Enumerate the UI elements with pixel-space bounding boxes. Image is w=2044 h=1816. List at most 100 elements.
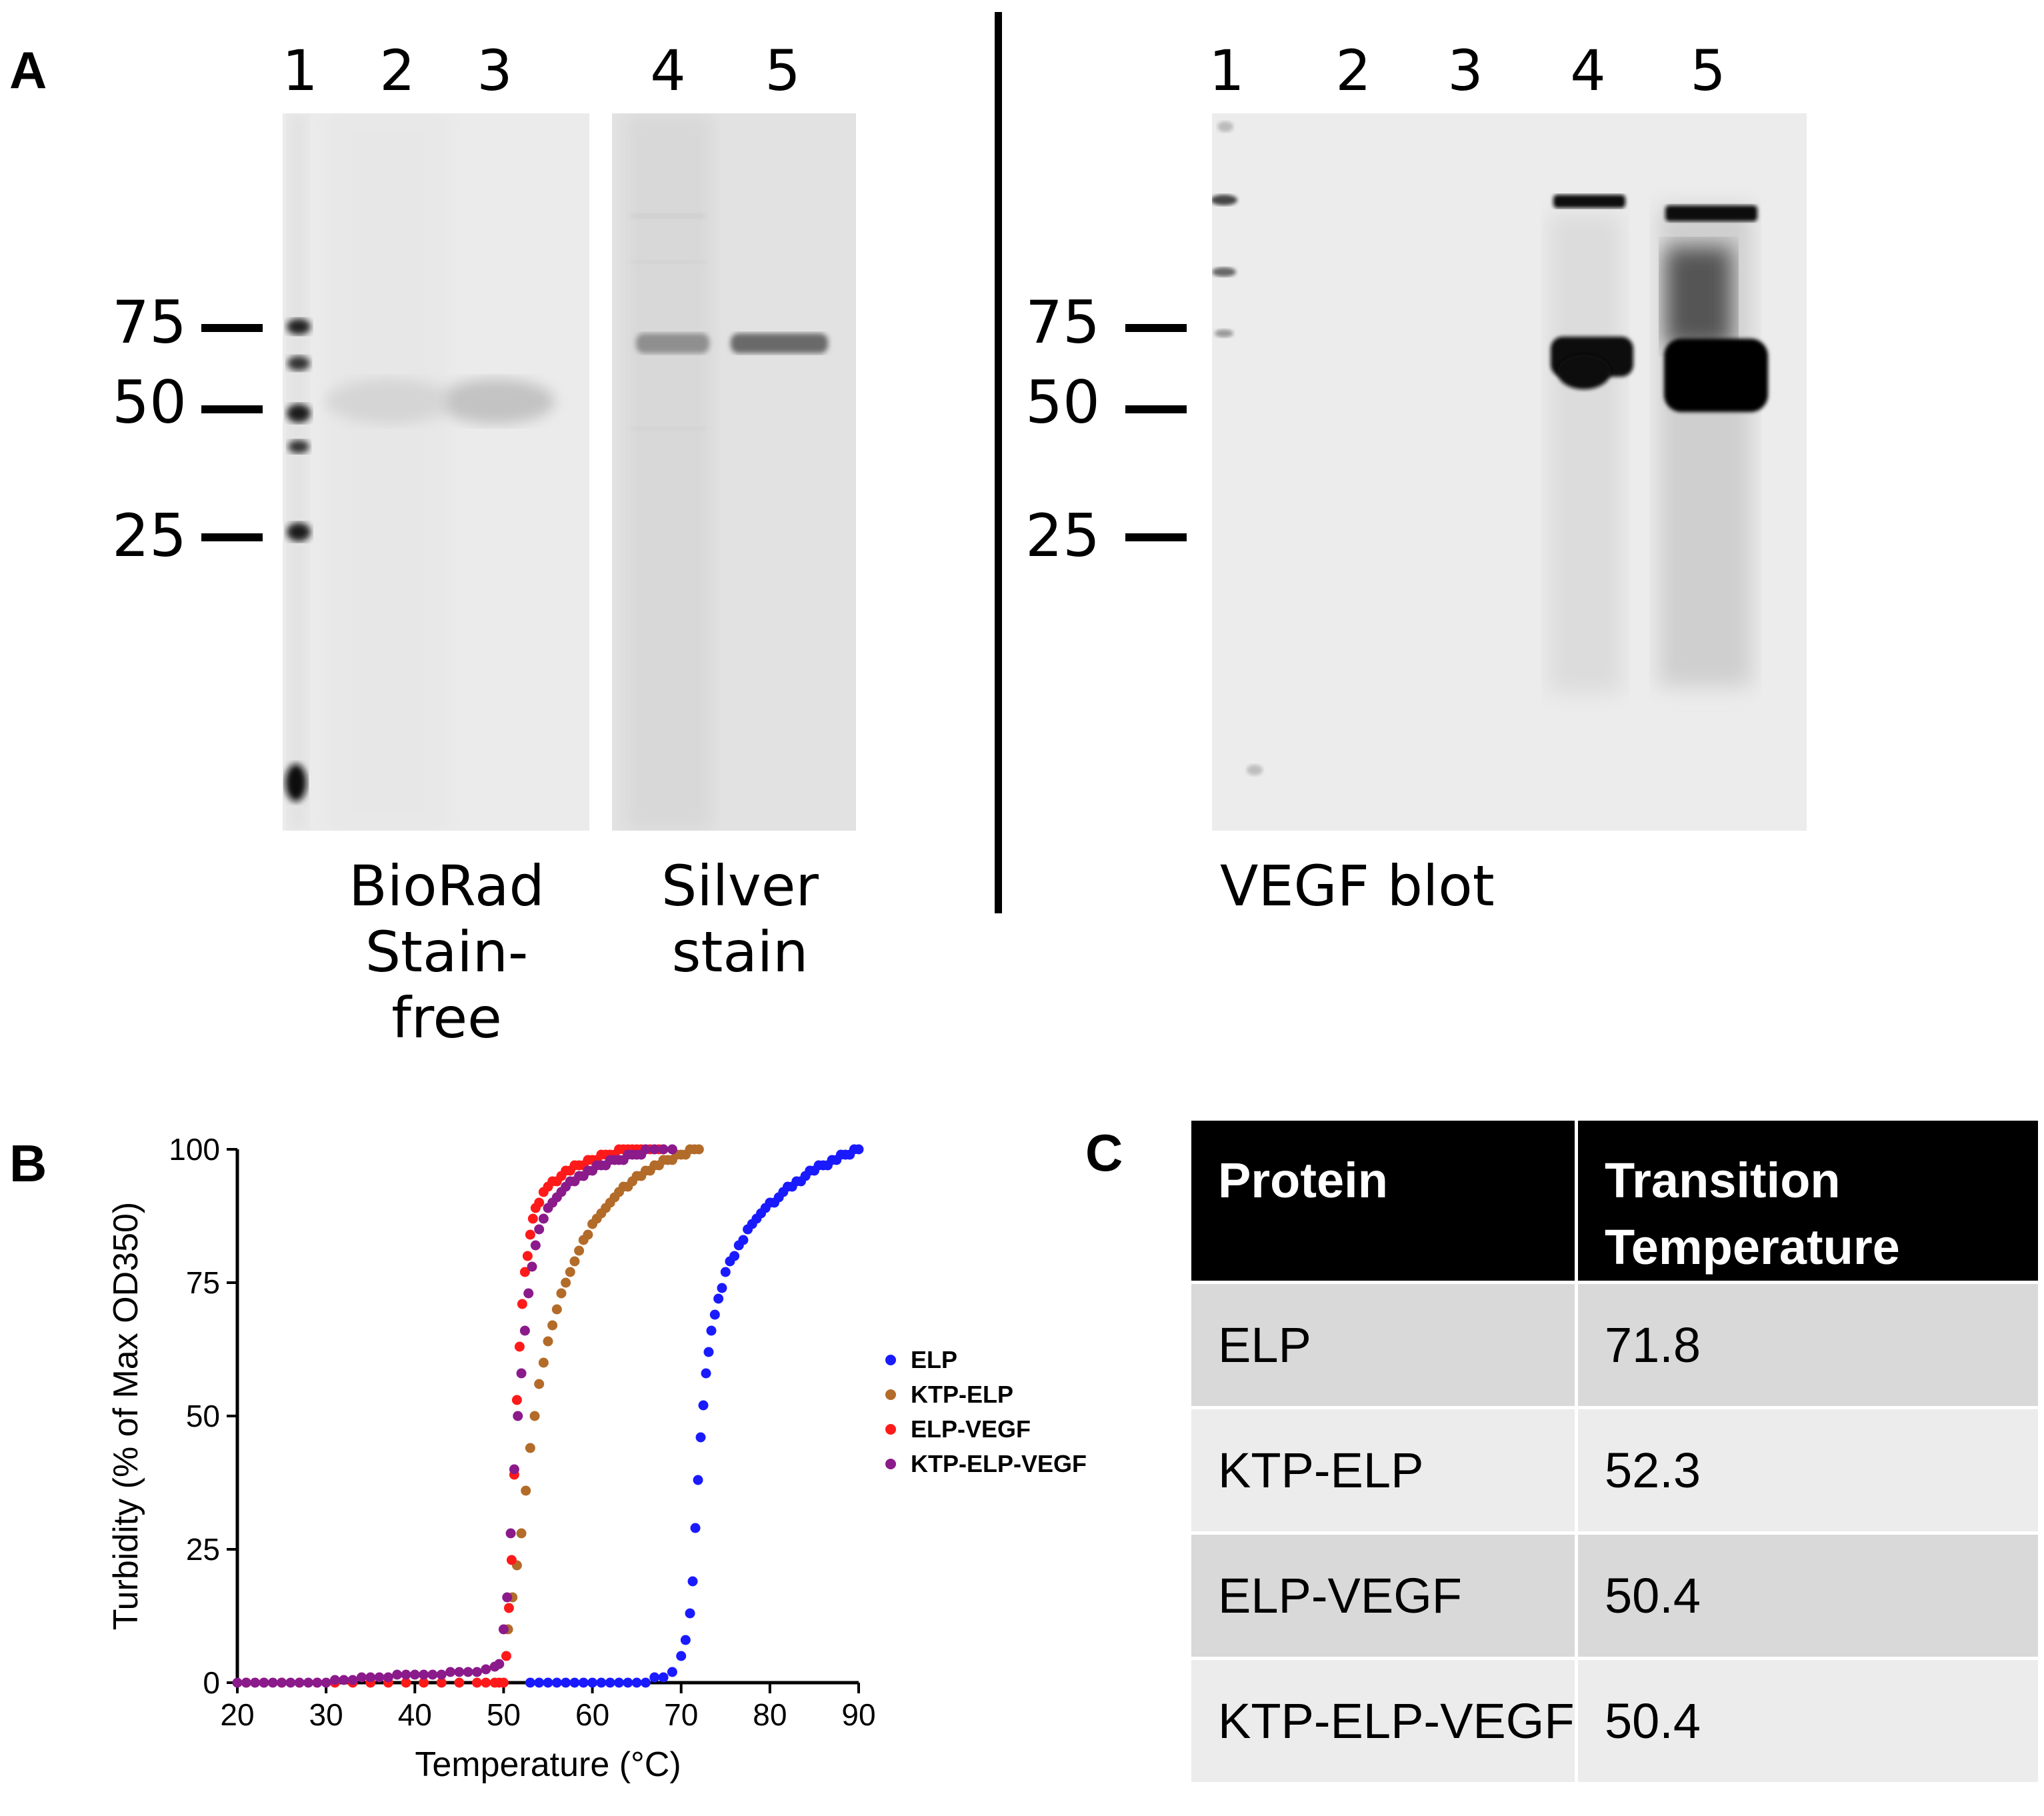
legend-label: KTP-ELP-VEGF (911, 1450, 1087, 1477)
data-point (329, 1675, 340, 1685)
mw-tick (1125, 533, 1187, 541)
data-point (285, 1677, 296, 1688)
data-point (729, 1251, 740, 1261)
mw-marker-50: 50 (112, 368, 187, 437)
data-point (676, 1651, 687, 1661)
data-point (565, 1267, 575, 1277)
panel-divider (995, 12, 1002, 913)
data-point (481, 1677, 491, 1688)
data-point (551, 1677, 562, 1688)
legend-marker (885, 1355, 896, 1365)
mw-marker-50: 50 (1025, 368, 1100, 437)
data-point (454, 1667, 465, 1677)
mw-tick (1125, 324, 1187, 332)
data-point (853, 1144, 864, 1155)
data-point (294, 1677, 305, 1688)
x-tick-label: 30 (309, 1697, 343, 1732)
data-point (720, 1267, 731, 1277)
data-point (503, 1603, 514, 1613)
silver-stain-gel-image (612, 113, 856, 831)
data-point (509, 1464, 519, 1475)
data-point (513, 1411, 523, 1421)
table-row: KTP-ELP-VEGF 50.4 (1188, 1656, 2041, 1785)
legend-label: ELP-VEGF (911, 1415, 1031, 1443)
table-row: ELP 71.8 (1188, 1280, 2041, 1409)
data-point (481, 1664, 491, 1675)
data-point (640, 1144, 651, 1155)
data-point (383, 1672, 393, 1683)
data-point (521, 1485, 531, 1496)
data-point (277, 1677, 287, 1688)
data-point (267, 1677, 278, 1688)
y-tick-label: 50 (186, 1399, 220, 1433)
legend-marker (885, 1424, 896, 1435)
data-point (538, 1357, 549, 1368)
data-point (374, 1672, 385, 1683)
lane-number: 3 (477, 38, 513, 103)
data-point (690, 1523, 701, 1533)
data-point (534, 1677, 545, 1688)
transition-temperature-table: Protein Transition Temperature ELP 71.8 … (1188, 1117, 2041, 1785)
data-point (667, 1667, 677, 1677)
table-cell-protein: KTP-ELP (1188, 1405, 1578, 1535)
lane-number: 5 (1690, 38, 1726, 103)
mw-marker-75: 75 (1025, 288, 1100, 357)
table-header-transition-temperature: Transition Temperature (1575, 1117, 2041, 1284)
chart-x-axis-label: Temperature (°C) (415, 1745, 681, 1784)
data-point (543, 1677, 553, 1688)
data-point (701, 1368, 711, 1379)
data-point (471, 1677, 482, 1688)
data-point (713, 1293, 724, 1304)
data-point (687, 1576, 698, 1587)
data-point (551, 1304, 562, 1315)
lane-number: 1 (1209, 38, 1245, 103)
data-point (709, 1309, 720, 1320)
data-point (419, 1677, 429, 1688)
panel-c-letter: C (1085, 1123, 1123, 1182)
data-point (525, 1677, 535, 1688)
data-point (527, 1213, 538, 1224)
data-point (511, 1395, 522, 1405)
data-point (658, 1144, 669, 1155)
chart-plot-area: 20 30 40 50 60 70 80 90 0 25 50 75 100 (169, 1132, 875, 1732)
data-point (649, 1144, 660, 1155)
data-point (241, 1677, 251, 1688)
chart-legend: ELP KTP-ELP ELP-VEGF KTP-ELP-VEGF (885, 1346, 1087, 1477)
vegf-blot-label: VEGF blot (1220, 853, 1495, 919)
legend-label: KTP-ELP (911, 1381, 1013, 1408)
data-point (578, 1677, 589, 1688)
silver-stain-gel-label: Silver stain (661, 853, 819, 985)
y-tick-label: 75 (186, 1265, 220, 1300)
chart-y-axis-label: Turbidity (% of Max OD350) (107, 1202, 145, 1630)
data-point (356, 1672, 367, 1683)
data-point (232, 1677, 243, 1688)
data-point (250, 1677, 261, 1688)
x-tick-label: 60 (575, 1697, 609, 1732)
data-point (401, 1669, 411, 1680)
data-point (693, 1144, 704, 1155)
table-cell-protein: ELP (1188, 1280, 1578, 1409)
data-point (631, 1677, 642, 1688)
data-point (717, 1283, 727, 1293)
data-point (303, 1677, 314, 1688)
lane-number: 2 (379, 38, 415, 103)
data-point (569, 1677, 580, 1688)
data-point (365, 1672, 376, 1683)
data-point (347, 1675, 358, 1685)
data-point (574, 1245, 585, 1256)
data-point (502, 1592, 513, 1603)
y-tick-label: 100 (169, 1132, 220, 1167)
data-point (494, 1659, 505, 1669)
mw-marker-25: 25 (1025, 501, 1100, 570)
stainfree-gel-label: BioRad Stain-free (349, 853, 545, 1051)
data-point (523, 1288, 534, 1299)
data-point (401, 1677, 411, 1688)
table-cell-temperature: 50.4 (1575, 1531, 2041, 1660)
y-tick-label: 0 (203, 1665, 220, 1700)
data-point (543, 1336, 553, 1347)
data-point (561, 1277, 571, 1288)
data-point (680, 1635, 691, 1645)
lane-number: 3 (1447, 38, 1483, 103)
data-point (538, 1213, 549, 1224)
table-header-protein: Protein (1188, 1117, 1578, 1284)
